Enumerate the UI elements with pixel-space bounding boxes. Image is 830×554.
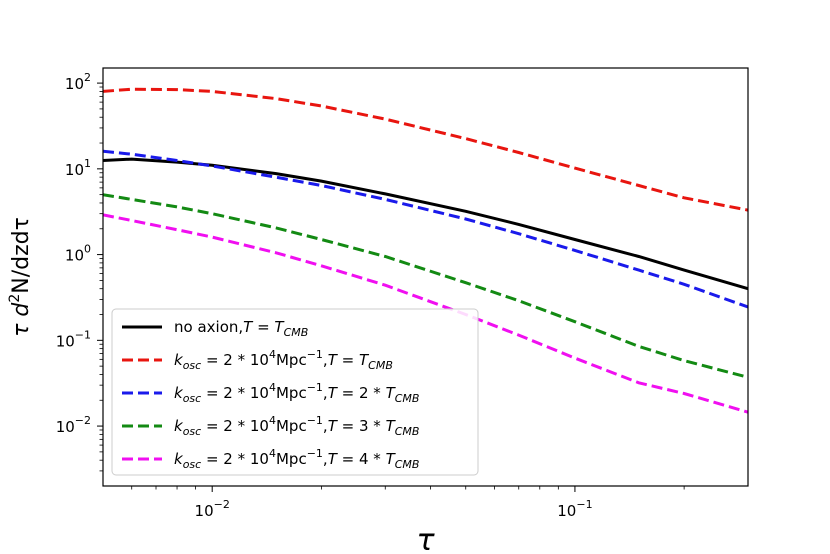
legend-label-2: kosc = 2 * 104Mpc−1,T = TCMB [174,348,393,372]
series-line-3 [103,149,748,309]
x-tick-label-1: 10−2 [195,498,230,520]
series-layer [103,87,748,414]
x-axis-label: τ [416,523,435,554]
legend-label-1: no axion,T = TCMB [174,318,308,339]
y-tick-label-3: 100 [65,243,91,265]
series-line-1 [103,157,748,291]
y-tick-label-1: 102 [65,71,91,93]
y-axis-label: τ d2N/dzdτ [7,217,34,337]
legend-label-4: kosc = 2 * 104Mpc−1,T = 3 * TCMB [174,414,419,438]
series-line-5 [103,213,748,414]
series-line-4 [103,193,748,379]
ticks-layer: 10−2 10−1 102 101 100 10−1 10−2 [56,71,685,520]
y-tick-label-5: 10−2 [56,414,91,436]
x-tick-label-2: 10−1 [557,498,592,520]
y-tick-label-4: 10−1 [56,328,91,350]
series-line-2 [103,87,748,212]
legend-label-5: kosc = 2 * 104Mpc−1,T = 4 * TCMB [174,447,419,471]
y-tick-label-2: 101 [65,157,91,179]
plot-frame [102,67,749,487]
legend-label-3: kosc = 2 * 104Mpc−1,T = 2 * TCMB [174,381,419,405]
legend-box [111,308,479,476]
legend: no axion,T = TCMB kosc = 2 * 104Mpc−1,T =… [111,308,479,476]
